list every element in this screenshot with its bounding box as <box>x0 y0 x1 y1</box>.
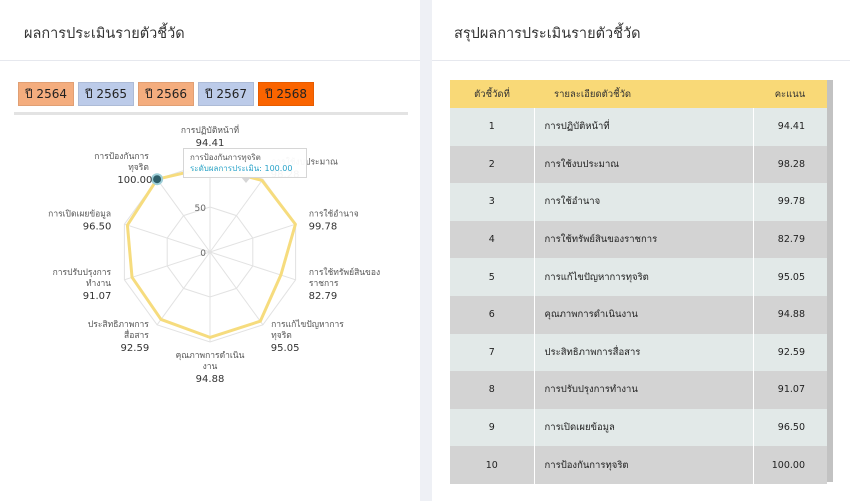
radar-spoke <box>156 178 211 253</box>
year-tab-2567[interactable]: ปี 2567 <box>198 82 254 106</box>
row-score: 96.50 <box>753 408 827 447</box>
right-panel: สรุปผลการประเมินรายตัวชี้วัด ตัวชี้วัดที… <box>432 0 850 501</box>
row-score: 99.78 <box>753 183 827 221</box>
radar-value-label: 100.00 <box>117 175 152 186</box>
row-detail: ประสิทธิภาพการสื่อสาร <box>533 333 754 372</box>
radar-axis-label: ทำงาน <box>86 279 111 289</box>
row-score: 94.88 <box>753 295 827 334</box>
row-number: 6 <box>450 295 534 334</box>
radar-axis-label: ทุจริต <box>128 163 149 173</box>
header-indicator-detail: รายละเอียดตัวชี้วัด <box>534 80 753 108</box>
header-score: คะแนน <box>753 80 827 108</box>
radar-highlight-point <box>151 173 164 186</box>
table-row: 8 การปรับปรุงการทำงาน 91.07 <box>450 371 827 409</box>
title-divider <box>0 60 420 61</box>
table-scrollbar[interactable] <box>827 80 833 482</box>
row-number: 2 <box>450 145 534 184</box>
table-row: 2 การใช้งบประมาณ 98.28 <box>450 145 827 184</box>
year-tab-2568[interactable]: ปี 2568 <box>258 82 314 106</box>
row-number: 5 <box>450 258 534 296</box>
table-header-row: ตัวชี้วัดที่ รายละเอียดตัวชี้วัด คะแนน <box>450 80 827 108</box>
row-detail: การใช้งบประมาณ <box>533 145 754 184</box>
radar-spoke <box>209 178 264 253</box>
radar-value-label: 94.41 <box>196 138 225 149</box>
radar-spoke <box>124 251 211 281</box>
radar-spoke <box>209 223 296 253</box>
radar-axis-label: งาน <box>203 362 218 372</box>
radar-spoke <box>124 223 211 253</box>
summary-table-container[interactable]: ตัวชี้วัดที่ รายละเอียดตัวชี้วัด คะแนน 1… <box>450 80 848 484</box>
row-number: 9 <box>450 408 534 447</box>
row-detail: การใช้ทรัพย์สินของราชการ <box>533 220 754 259</box>
table-row: 5 การแก้ไขปัญหาการทุจริต 95.05 <box>450 258 827 296</box>
table-row: 7 ประสิทธิภาพการสื่อสาร 92.59 <box>450 333 827 372</box>
summary-table: ตัวชี้วัดที่ รายละเอียดตัวชี้วัด คะแนน 1… <box>450 80 827 484</box>
radar-axis-label: การปรับปรุงการ <box>53 268 112 278</box>
row-detail: การเปิดเผยข้อมูล <box>533 408 754 447</box>
radar-value-label: 91.07 <box>83 291 112 302</box>
radar-value-label: 94.88 <box>196 374 225 385</box>
row-detail: การปฏิบัติหน้าที่ <box>533 108 754 146</box>
radar-axis-label: สื่อสาร <box>124 329 149 341</box>
radar-series-line <box>125 165 297 339</box>
table-row: 4 การใช้ทรัพย์สินของราชการ 82.79 <box>450 220 827 259</box>
radar-spoke <box>156 251 211 326</box>
row-detail: คุณภาพการดำเนินงาน <box>533 295 754 334</box>
row-score: 100.00 <box>753 446 827 484</box>
row-number: 10 <box>450 446 534 484</box>
year-tab-2565[interactable]: ปี 2565 <box>78 82 134 106</box>
header-indicator-no: ตัวชี้วัดที่ <box>450 80 534 108</box>
row-number: 4 <box>450 220 534 259</box>
radar-axis-label: การป้องกันการ <box>94 151 149 162</box>
table-row: 9 การเปิดเผยข้อมูล 96.50 <box>450 408 827 447</box>
row-detail: การแก้ไขปัญหาการทุจริต <box>533 258 754 296</box>
tooltip-arrow <box>241 177 251 183</box>
row-score: 92.59 <box>753 333 827 372</box>
row-detail: การป้องกันการทุจริต <box>533 446 754 484</box>
radar-axis-label: ประสิทธิภาพการ <box>88 320 149 330</box>
radar-tick-label: 50 <box>195 204 207 214</box>
radar-axis-label: การเปิดเผยข้อมูล <box>48 208 111 219</box>
radar-axis-label: การปฏิบัติหน้าที่ <box>181 124 240 136</box>
row-score: 82.79 <box>753 220 827 259</box>
radar-axis-label: ทุจริต <box>271 331 292 341</box>
row-number: 3 <box>450 183 534 221</box>
row-score: 91.07 <box>753 371 827 409</box>
row-score: 98.28 <box>753 145 827 184</box>
radar-axis-label: ราชการ <box>309 279 339 289</box>
row-detail: การใช้อำนาจ <box>533 183 754 221</box>
radar-tick-label: 0 <box>200 249 206 259</box>
row-score: 95.05 <box>753 258 827 296</box>
radar-axis-label: การใช้ทรัพย์สินของ <box>309 267 380 278</box>
radar-value-label: 92.59 <box>121 343 150 354</box>
left-panel: ผลการประเมินรายตัวชี้วัด ปี 2564 ปี 2565… <box>0 0 420 501</box>
radar-value-label: 99.78 <box>309 221 338 232</box>
row-score: 94.41 <box>753 108 827 146</box>
row-detail: การปรับปรุงการทำงาน <box>533 371 754 409</box>
chart-tooltip: การป้องกันการทุจริต ระดับผลการประเมิน: 1… <box>183 148 307 183</box>
table-row: 1 การปฏิบัติหน้าที่ 94.41 <box>450 108 827 146</box>
year-tab-2564[interactable]: ปี 2564 <box>18 82 74 106</box>
tooltip-title: การป้องกันการทุจริต <box>190 153 261 162</box>
row-number: 8 <box>450 371 534 409</box>
radar-spoke <box>209 251 264 326</box>
left-panel-title: ผลการประเมินรายตัวชี้วัด <box>24 26 185 42</box>
table-row: 10 การป้องกันการทุจริต 100.00 <box>450 446 827 484</box>
radar-value-label: 96.50 <box>83 221 112 232</box>
radar-value-label: 82.79 <box>309 291 338 302</box>
year-tab-2566[interactable]: ปี 2566 <box>138 82 194 106</box>
table-row: 3 การใช้อำนาจ 99.78 <box>450 183 827 221</box>
radar-axis-label: คุณภาพการดำเนิน <box>176 351 245 361</box>
radar-axis-label: การใช้อำนาจ <box>309 208 359 219</box>
radar-chart: 050การปฏิบัติหน้าที่94.41การใช้งบประมาณ9… <box>48 124 380 385</box>
table-row: 6 คุณภาพการดำเนินงาน 94.88 <box>450 295 827 334</box>
tab-underline <box>14 112 408 115</box>
row-number: 7 <box>450 333 534 372</box>
right-panel-title: สรุปผลการประเมินรายตัวชี้วัด <box>454 26 641 42</box>
radar-axis-label: การแก้ไขปัญหาการ <box>271 319 344 330</box>
row-number: 1 <box>450 108 534 146</box>
title-divider <box>432 60 850 61</box>
tooltip-value: ระดับผลการประเมิน: 100.00 <box>190 164 293 173</box>
radar-value-label: 95.05 <box>271 343 300 354</box>
